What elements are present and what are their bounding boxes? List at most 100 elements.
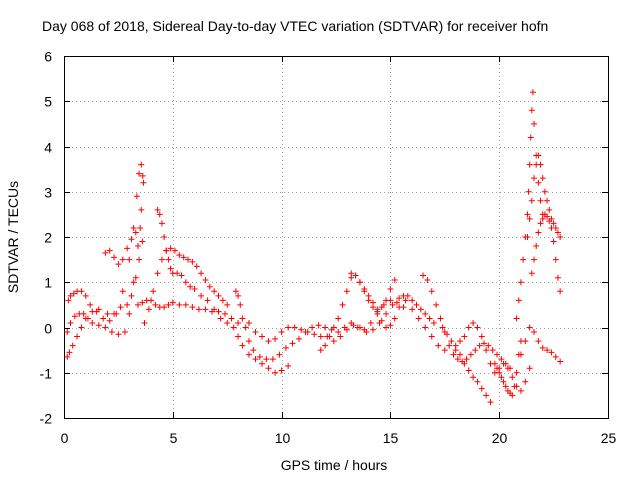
data-point [296, 335, 303, 342]
data-point [161, 234, 168, 240]
data-point [474, 378, 481, 385]
data-point [524, 211, 531, 218]
data-point [409, 306, 416, 313]
data-point [383, 324, 390, 331]
data-point [500, 378, 507, 385]
data-point [515, 297, 522, 304]
data-point [404, 292, 411, 299]
data-point [176, 301, 183, 308]
data-point [541, 188, 548, 195]
data-point [461, 360, 468, 367]
data-point [317, 347, 324, 354]
data-point [82, 315, 89, 322]
data-point [378, 317, 385, 324]
data-point [80, 310, 87, 317]
data-point [509, 392, 516, 399]
data-point [189, 304, 196, 311]
data-point [478, 333, 485, 340]
data-point [269, 356, 276, 363]
data-point [430, 319, 437, 326]
data-point [322, 324, 329, 331]
data-point [352, 272, 359, 279]
data-point [291, 324, 298, 331]
data-point [378, 304, 385, 311]
data-point [520, 256, 527, 263]
x-tick-label: 20 [492, 430, 508, 446]
series-track-1 [65, 161, 146, 324]
data-point [132, 229, 139, 236]
data-point [133, 193, 140, 200]
data-point [108, 329, 115, 336]
data-point [531, 175, 538, 182]
data-point [171, 247, 178, 254]
data-point [163, 247, 170, 254]
data-point [169, 299, 176, 306]
y-tick-label: 2 [44, 230, 52, 246]
data-point [335, 329, 342, 336]
data-point [136, 170, 143, 177]
data-point [476, 342, 483, 349]
data-point [67, 292, 74, 299]
data-point [232, 288, 239, 295]
data-point [70, 290, 77, 297]
data-point [239, 342, 246, 349]
series-track-6 [154, 206, 292, 376]
data-point [117, 304, 124, 311]
data-point [259, 360, 266, 367]
data-point [439, 324, 446, 331]
data-point [137, 224, 144, 231]
x-tick-label: 0 [61, 430, 69, 446]
data-point [193, 263, 200, 270]
data-point [230, 324, 237, 331]
data-point [102, 324, 109, 331]
data-point [350, 322, 357, 329]
data-point [66, 349, 73, 356]
data-point [361, 286, 368, 293]
data-point [391, 276, 398, 283]
data-point [383, 310, 390, 317]
data-point [182, 279, 189, 286]
data-point [202, 276, 209, 283]
data-point [317, 333, 324, 340]
data-point [67, 319, 74, 326]
data-point [539, 215, 546, 222]
data-point [128, 292, 135, 299]
data-point [198, 292, 205, 299]
x-tick-label: 25 [601, 430, 617, 446]
data-point [189, 258, 196, 265]
data-point [402, 297, 409, 304]
data-point [154, 206, 161, 213]
data-point [154, 270, 161, 277]
data-point [535, 179, 542, 186]
x-tick-label: 10 [275, 430, 291, 446]
data-point [531, 120, 538, 127]
data-point [245, 351, 252, 358]
data-point [552, 353, 559, 360]
data-point [180, 254, 187, 261]
data-point [148, 297, 155, 304]
data-point [420, 272, 427, 279]
data-point [535, 229, 542, 236]
data-point [285, 362, 292, 369]
series-track-18 [528, 211, 564, 295]
data-point [138, 206, 145, 213]
data-point [235, 333, 242, 340]
data-point [526, 324, 533, 331]
data-point [121, 329, 128, 336]
data-point [140, 179, 147, 186]
data-point [104, 310, 111, 317]
data-point [511, 383, 518, 390]
data-point [138, 161, 145, 168]
data-point [527, 134, 534, 141]
data-point [450, 351, 457, 358]
data-point [522, 338, 529, 345]
data-point [167, 245, 174, 252]
data-point [272, 369, 279, 376]
series-track-14 [452, 347, 494, 406]
data-point [409, 297, 416, 304]
data-point [548, 349, 555, 356]
plot-frame [64, 56, 609, 419]
data-point [304, 329, 311, 336]
chart-title: Day 068 of 2018, Sidereal Day-to-day VTE… [42, 18, 548, 34]
